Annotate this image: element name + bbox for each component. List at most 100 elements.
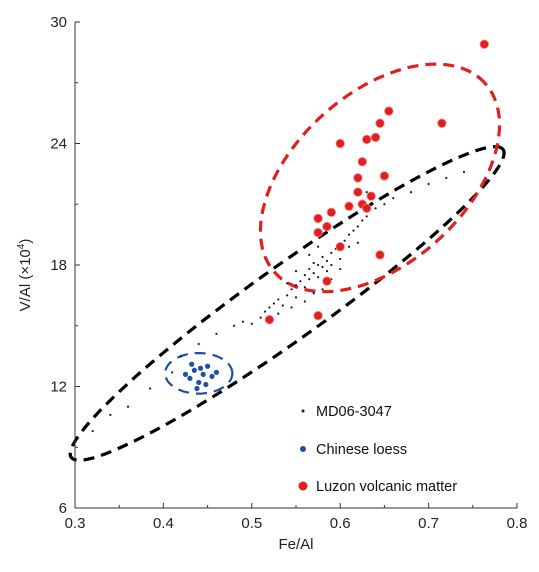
- point-md06-3047: [317, 263, 320, 267]
- point-md06-3047: [149, 387, 152, 390]
- point-md06-3047: [317, 276, 320, 279]
- y-axis-title: V/Al (×104): [16, 239, 34, 312]
- point-luzon-volcanic-matter: [313, 310, 323, 321]
- point-md06-3047: [294, 269, 298, 273]
- point-md06-3047: [268, 306, 271, 309]
- point-luzon-volcanic-matter: [322, 221, 332, 232]
- legend: MD06-3047 Chinese loess Luzon volcanic m…: [298, 404, 457, 495]
- point-md06-3047: [277, 312, 280, 315]
- point-luzon-volcanic-matter: [322, 276, 332, 286]
- x-axis-title: Fe/Al: [278, 536, 313, 553]
- point-chinese-loess: [209, 373, 215, 379]
- point-md06-3047: [343, 239, 346, 242]
- x-tick-label: 0.7: [418, 515, 439, 532]
- point-md06-3047: [263, 310, 267, 313]
- legend-label-md06-3047: MD06-3047: [316, 404, 392, 420]
- point-md06-3047: [109, 413, 112, 416]
- x-tick-label: 0.3: [65, 515, 86, 532]
- point-luzon-volcanic-matter: [379, 171, 390, 181]
- point-md06-3047: [330, 251, 333, 254]
- x-tick-label: 0.6: [330, 515, 351, 532]
- point-chinese-loess: [213, 369, 220, 375]
- point-luzon-volcanic-matter: [353, 173, 363, 183]
- x-tick-label: 0.5: [241, 515, 262, 532]
- point-chinese-loess: [182, 371, 189, 377]
- point-md06-3047: [383, 203, 386, 206]
- point-chinese-loess: [197, 365, 204, 371]
- point-md06-3047: [321, 265, 324, 269]
- point-md06-3047: [427, 182, 430, 186]
- point-chinese-loess: [196, 379, 202, 386]
- points-layer: [91, 39, 489, 433]
- point-md06-3047: [356, 225, 359, 228]
- point-md06-3047: [409, 191, 413, 194]
- point-md06-3047: [339, 267, 342, 271]
- point-luzon-volcanic-matter: [366, 191, 376, 201]
- point-md06-3047: [303, 274, 306, 277]
- legend-label-chinese-loess: Chinese loess: [316, 442, 407, 458]
- point-luzon-volcanic-matter: [375, 118, 385, 128]
- point-md06-3047: [91, 429, 94, 433]
- point-md06-3047: [339, 257, 342, 261]
- field-ellipse: [68, 145, 506, 462]
- point-md06-3047: [445, 176, 448, 180]
- point-md06-3047: [179, 355, 183, 358]
- point-md06-3047: [347, 245, 351, 248]
- point-md06-3047: [312, 261, 315, 265]
- point-md06-3047: [317, 245, 320, 248]
- point-md06-3047: [303, 286, 306, 289]
- point-md06-3047: [312, 272, 315, 275]
- point-luzon-volcanic-matter: [335, 138, 345, 149]
- point-md06-3047: [312, 292, 315, 295]
- point-md06-3047: [365, 215, 368, 218]
- legend-marker-chinese-loess: [300, 446, 306, 452]
- point-luzon-volcanic-matter: [344, 201, 354, 211]
- point-chinese-loess: [203, 381, 209, 388]
- field-ellipse: [164, 352, 234, 395]
- legend-marker-md06-3047: [301, 409, 305, 413]
- point-md06-3047: [352, 229, 355, 232]
- point-luzon-volcanic-matter: [313, 213, 323, 224]
- point-luzon-volcanic-matter: [357, 157, 368, 167]
- point-md06-3047: [171, 371, 174, 374]
- point-md06-3047: [347, 233, 351, 236]
- point-md06-3047: [272, 302, 275, 305]
- point-md06-3047: [286, 282, 289, 285]
- point-md06-3047: [241, 320, 245, 323]
- x-tick-label: 0.4: [153, 515, 174, 532]
- point-md06-3047: [259, 316, 262, 319]
- y-axis-title-close: ): [17, 239, 34, 244]
- y-tick-label: 30: [50, 14, 67, 31]
- point-md06-3047: [339, 223, 342, 226]
- axes: [74, 22, 517, 509]
- point-md06-3047: [356, 241, 359, 244]
- point-md06-3047: [321, 255, 324, 258]
- point-md06-3047: [321, 288, 324, 291]
- point-md06-3047: [250, 322, 253, 325]
- point-chinese-loess: [189, 361, 195, 367]
- y-axis-title-exponent: 4: [16, 243, 27, 249]
- point-luzon-volcanic-matter: [437, 118, 447, 128]
- point-md06-3047: [325, 259, 329, 263]
- point-md06-3047: [281, 304, 284, 307]
- point-luzon-volcanic-matter: [375, 250, 385, 260]
- y-tick-label: 12: [50, 379, 67, 396]
- point-md06-3047: [294, 284, 298, 287]
- point-luzon-volcanic-matter: [479, 39, 489, 49]
- legend-label-luzon-volcanic-matter: Luzon volcanic matter: [316, 479, 457, 495]
- point-md06-3047: [286, 294, 289, 297]
- y-tick-label: 6: [59, 500, 67, 517]
- point-luzon-volcanic-matter: [313, 227, 323, 238]
- point-md06-3047: [290, 306, 293, 309]
- point-luzon-volcanic-matter: [326, 207, 337, 218]
- point-luzon-volcanic-matter: [384, 106, 394, 116]
- point-md06-3047: [277, 298, 280, 301]
- point-luzon-volcanic-matter: [264, 314, 275, 325]
- point-md06-3047: [290, 288, 293, 291]
- y-tick-label: 18: [50, 257, 67, 274]
- point-md06-3047: [462, 170, 466, 173]
- y-tick-label: 24: [50, 136, 67, 153]
- point-luzon-volcanic-matter: [362, 134, 372, 145]
- ticks: 0.3 0.4 0.5 0.6 0.7 0.8 6 12 18 24 30: [50, 14, 527, 532]
- point-md06-3047: [361, 219, 364, 222]
